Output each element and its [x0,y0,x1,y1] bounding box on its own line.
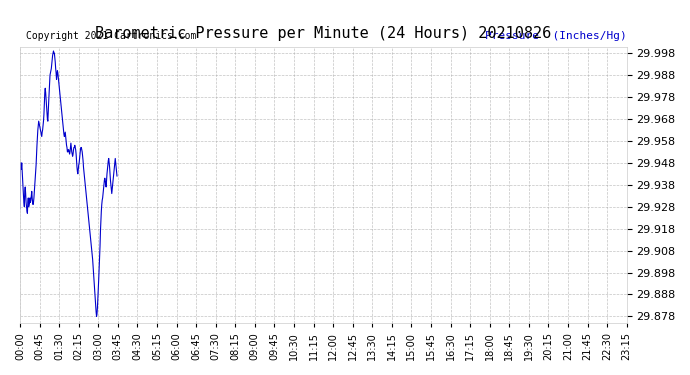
Title: Barometric Pressure per Minute (24 Hours) 20210826: Barometric Pressure per Minute (24 Hours… [95,26,551,41]
Text: Copyright 2021 Cartronics.com: Copyright 2021 Cartronics.com [26,31,197,41]
Text: Pressure  (Inches/Hg): Pressure (Inches/Hg) [485,31,627,41]
